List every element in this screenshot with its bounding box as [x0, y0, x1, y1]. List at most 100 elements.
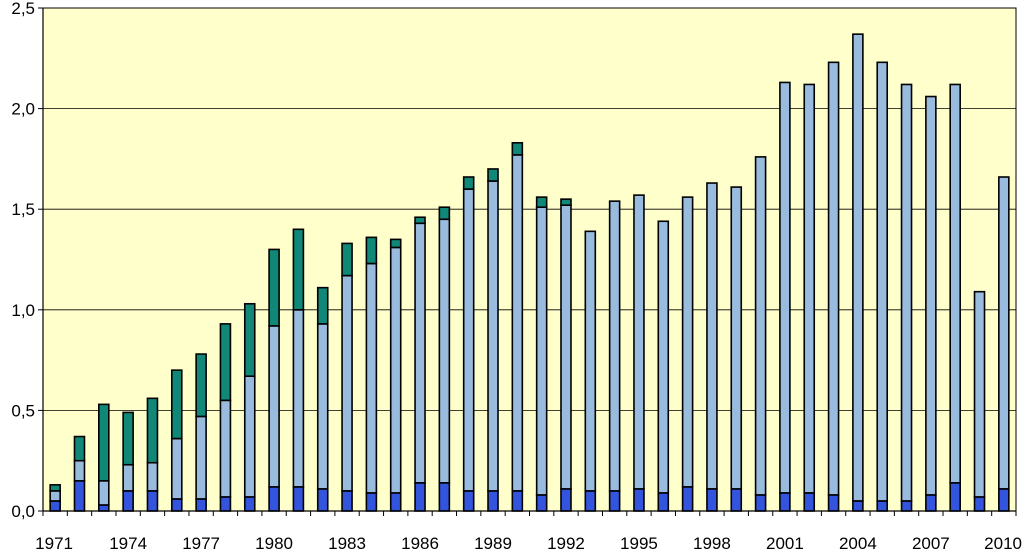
bar-segment-bottom [876, 500, 889, 512]
bar-segment-bottom [292, 486, 305, 512]
x-tick-label: 1971 [35, 534, 73, 553]
bar-segment-middle [292, 308, 305, 488]
bar-segment-top [122, 411, 134, 466]
bar-segment-middle [243, 375, 256, 498]
bar-segment-middle [389, 246, 402, 494]
bar-segment-bottom [487, 490, 499, 512]
bar-segment-bottom [827, 494, 840, 512]
bar-segment-bottom [146, 490, 159, 512]
bar-segment-bottom [73, 480, 86, 512]
bar-segment-middle [438, 218, 451, 484]
x-tick-label: 1995 [620, 534, 658, 553]
bar-segment-middle [73, 459, 86, 482]
bar-segment-middle [170, 437, 183, 500]
bar-segment-middle [219, 399, 232, 498]
y-tick-label: 0,0 [11, 502, 35, 521]
bar-segment-top [170, 369, 183, 440]
x-tick-label: 1998 [693, 534, 731, 553]
bar-segment-bottom [195, 498, 207, 512]
bar-segment-top [268, 248, 280, 327]
x-tick-label: 1974 [109, 534, 147, 553]
y-tick-label: 0,5 [11, 401, 35, 420]
bar-segment-bottom [316, 488, 329, 512]
bar-segment-top [487, 168, 499, 182]
y-tick-label: 1,0 [11, 301, 35, 320]
bar-segment-middle [268, 325, 280, 488]
bar-segment-top [195, 353, 207, 418]
bar-segment-middle [681, 196, 694, 488]
bar-segment-middle [608, 200, 621, 492]
bar-segment-top [316, 286, 329, 325]
y-tick-labels: 0,0 0,5 1,0 1,5 2,0 2,5 [11, 0, 43, 521]
bar-segment-bottom [341, 490, 353, 512]
bar-segment-middle [98, 480, 110, 506]
bar-segment-bottom [730, 488, 743, 512]
bar-segment-middle [316, 323, 329, 490]
bar-segment-middle [560, 204, 572, 490]
bar-segment-bottom [365, 492, 378, 512]
bar-segment-middle [949, 83, 961, 484]
bar-segment-middle [146, 461, 159, 492]
bar-segment-bottom [49, 500, 61, 512]
bar-segment-bottom [511, 490, 524, 512]
bar-segment-top [389, 238, 402, 249]
bar-segment-middle [730, 186, 743, 490]
bar-segment-bottom [852, 500, 864, 512]
bar-segment-top [365, 236, 378, 265]
bar-segment-bottom [584, 490, 597, 512]
bar-segment-bottom [462, 490, 475, 512]
bar-segment-bottom [219, 496, 232, 512]
bar-segment-bottom [170, 498, 183, 512]
bar-segment-middle [900, 83, 913, 502]
bar-segment-middle [706, 182, 718, 490]
bar-segment-middle [462, 188, 475, 492]
bar-segment-bottom [633, 488, 645, 512]
bar-segment-middle [852, 33, 864, 502]
bar-segment-bottom [949, 482, 961, 512]
bar-segment-top [535, 196, 548, 208]
bar-segment-top [438, 206, 451, 221]
bar-segment-top [146, 397, 159, 464]
bar-segment-top [560, 198, 572, 206]
bar-segment-top [462, 176, 475, 190]
bar-segment-bottom [925, 494, 937, 512]
bar-segment-bottom [535, 494, 548, 512]
y-tick-label: 2,0 [11, 100, 35, 119]
bar-segment-bottom [754, 494, 767, 512]
x-tick-label: 2004 [839, 534, 877, 553]
bar-segment-middle [487, 180, 499, 492]
bar-segment-bottom [608, 490, 621, 512]
bar-segment-top [414, 216, 426, 225]
bar-segment-bottom [803, 492, 816, 512]
bar-segment-bottom [243, 496, 256, 512]
bar-segment-top [292, 228, 305, 311]
bar-segment-bottom [438, 482, 451, 512]
bar-segment-bottom [389, 492, 402, 512]
bar-segment-middle [341, 274, 353, 492]
bar-segment-middle [998, 176, 1010, 490]
plot-area [42, 7, 1017, 512]
x-tick-label: 1992 [547, 534, 585, 553]
x-tick-label: 1989 [474, 534, 512, 553]
bar-segment-top [219, 323, 232, 402]
bar-segment-middle [49, 490, 61, 502]
bar-segment-middle [195, 415, 207, 500]
bar-segment-bottom [414, 482, 426, 512]
x-tick-label: 2001 [766, 534, 804, 553]
y-tick-label: 1,5 [11, 200, 35, 219]
y-tick-label: 2,5 [11, 0, 35, 18]
bar-segment-top [243, 302, 256, 377]
bar-segment-bottom [779, 492, 791, 512]
bar-segment-bottom [706, 488, 718, 512]
x-tick-label: 1983 [328, 534, 366, 553]
bar-segment-middle [511, 154, 524, 492]
bars [49, 33, 1010, 512]
bar-segment-middle [535, 206, 548, 496]
bar-segment-bottom [268, 486, 280, 512]
x-tick-label: 2007 [912, 534, 950, 553]
bar-segment-bottom [560, 488, 572, 512]
bar-segment-middle [584, 230, 597, 492]
bar-segment-bottom [900, 500, 913, 512]
x-tick-label: 1977 [182, 534, 220, 553]
